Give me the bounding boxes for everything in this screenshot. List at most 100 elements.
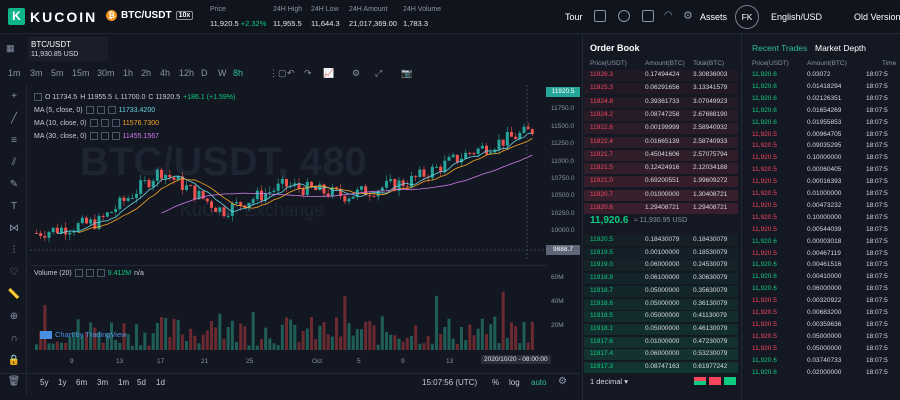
- fib-icon[interactable]: ⫶: [12, 245, 16, 256]
- range-1y[interactable]: 1y: [58, 378, 67, 387]
- tab-market-depth[interactable]: Market Depth: [815, 43, 867, 53]
- price-chart[interactable]: [30, 85, 550, 260]
- zoom-icon[interactable]: ⊕: [9, 311, 19, 322]
- kucoin-logo[interactable]: K KUCOIN: [8, 8, 97, 25]
- ask-price[interactable]: 11924.8: [590, 97, 614, 105]
- horizontal-line-icon[interactable]: ≡: [11, 135, 17, 146]
- ask-price[interactable]: 11921.5: [590, 164, 614, 172]
- message-icon[interactable]: [642, 10, 654, 22]
- bid-price[interactable]: 11919.5: [590, 248, 614, 256]
- pair-selector[interactable]: ₿ BTC/USDT 10x: [106, 10, 194, 21]
- bid-price[interactable]: 11917.4: [590, 350, 614, 358]
- range-1m[interactable]: 1m: [118, 378, 130, 387]
- ask-price[interactable]: 11925.3: [590, 84, 614, 92]
- volume-eye[interactable]: [74, 269, 83, 277]
- ask-price[interactable]: 11924.2: [590, 110, 614, 118]
- ma5-eye[interactable]: [85, 106, 94, 114]
- crosshair-icon[interactable]: +: [11, 91, 17, 102]
- percent-scale-toggle[interactable]: %: [492, 378, 500, 387]
- bid-price[interactable]: 11918.7: [590, 286, 614, 294]
- old-version-link[interactable]: Old Version: [854, 12, 900, 22]
- chart-settings-icon[interactable]: ⚙: [352, 68, 361, 78]
- range-3m[interactable]: 3m: [97, 378, 109, 387]
- ask-price[interactable]: 11921.7: [590, 150, 614, 158]
- bids-view-icon[interactable]: [724, 377, 736, 385]
- auto-scale-toggle[interactable]: auto: [531, 378, 547, 387]
- timeframe-12h[interactable]: 12h: [179, 68, 195, 78]
- timeframe-D[interactable]: D: [201, 68, 208, 78]
- undo-icon[interactable]: ↶: [287, 68, 295, 78]
- trash-icon[interactable]: 🗑: [7, 376, 21, 387]
- range-1d[interactable]: 1d: [156, 378, 165, 387]
- bid-price[interactable]: 11918.9: [590, 274, 614, 282]
- chart-type-icon[interactable]: 📈: [323, 68, 335, 78]
- screenshot-icon[interactable]: 📷: [401, 68, 413, 78]
- ask-price[interactable]: 11926.3: [590, 71, 614, 78]
- lock-icon[interactable]: 🔒: [7, 355, 21, 366]
- timeframe-8h[interactable]: 8h: [233, 68, 244, 78]
- bid-price[interactable]: 11917.3: [590, 363, 614, 370]
- timeframe-15m[interactable]: 15m: [72, 68, 90, 78]
- ask-price[interactable]: 11922.4: [590, 137, 614, 145]
- ma10-eye[interactable]: [89, 119, 98, 127]
- tour-link[interactable]: Tour: [565, 12, 583, 22]
- tab-recent-trades[interactable]: Recent Trades: [752, 43, 808, 53]
- bid-price[interactable]: 11920.5: [590, 236, 614, 243]
- timeframe-W[interactable]: W: [218, 68, 227, 78]
- redo-icon[interactable]: ↷: [304, 68, 312, 78]
- text-icon[interactable]: T: [10, 201, 18, 212]
- log-scale-toggle[interactable]: log: [509, 378, 520, 387]
- ma30-settings[interactable]: [100, 132, 109, 140]
- bid-price[interactable]: 11919.0: [590, 261, 614, 269]
- timeframe-4h[interactable]: 4h: [160, 68, 171, 78]
- ask-price[interactable]: 11920.6: [590, 204, 614, 211]
- bid-price[interactable]: 11918.5: [590, 312, 614, 320]
- bid-price[interactable]: 11918.1: [590, 324, 614, 332]
- indicator-icon[interactable]: ⋮▢: [269, 68, 287, 78]
- ma10-settings[interactable]: [100, 119, 109, 127]
- pattern-icon[interactable]: ⋈: [9, 223, 19, 234]
- channel-icon[interactable]: ⫽: [11, 157, 17, 168]
- timeframe-2h[interactable]: 2h: [141, 68, 152, 78]
- measure-icon[interactable]: 📏: [7, 289, 21, 300]
- layout-icon[interactable]: ▦: [6, 43, 15, 53]
- heart-icon[interactable]: ♡: [9, 267, 19, 278]
- volume-close[interactable]: [96, 269, 105, 277]
- both-view-icon[interactable]: [694, 377, 706, 385]
- ask-price[interactable]: 11920.7: [590, 190, 614, 198]
- asks-view-icon[interactable]: [709, 377, 721, 385]
- wallet-icon[interactable]: [594, 10, 606, 22]
- magnet-icon[interactable]: ∩: [10, 333, 18, 344]
- decimal-select[interactable]: 1 decimal ▾: [590, 377, 628, 386]
- volume-settings[interactable]: [85, 269, 94, 277]
- assets-link[interactable]: Assets: [700, 12, 728, 22]
- language-currency-link[interactable]: English/USD: [771, 12, 823, 22]
- range-6m[interactable]: 6m: [76, 378, 88, 387]
- tradingview-credit[interactable]: Chart by TradingView: [40, 330, 127, 339]
- smile-icon[interactable]: [618, 10, 630, 22]
- trendline-icon[interactable]: ╱: [10, 113, 18, 124]
- chart-gear-icon[interactable]: ⚙: [558, 376, 567, 387]
- ma30-close[interactable]: [111, 132, 120, 140]
- brush-icon[interactable]: ✎: [9, 179, 19, 190]
- avatar[interactable]: FK: [735, 5, 759, 29]
- bid-price[interactable]: 11918.6: [590, 299, 614, 307]
- timeframe-1m[interactable]: 1m: [8, 68, 21, 78]
- ask-price[interactable]: 11922.6: [590, 124, 614, 132]
- fullscreen-icon[interactable]: ⤢: [375, 68, 383, 78]
- ma30-eye[interactable]: [89, 132, 98, 140]
- ma10-close[interactable]: [111, 119, 120, 127]
- ask-price[interactable]: 11921.0: [590, 177, 614, 185]
- timeframe-5m[interactable]: 5m: [51, 68, 64, 78]
- ohlc-toggle[interactable]: [34, 93, 42, 101]
- leverage-badge[interactable]: 10x: [175, 11, 194, 20]
- collapse-icon[interactable]: ⌄: [8, 375, 18, 387]
- settings-icon[interactable]: ⚙: [683, 10, 693, 22]
- ma5-close[interactable]: [107, 106, 116, 114]
- range-5d[interactable]: 5d: [137, 378, 146, 387]
- timeframe-1h[interactable]: 1h: [123, 68, 134, 78]
- ma5-settings[interactable]: [96, 106, 105, 114]
- timeframe-3m[interactable]: 3m: [30, 68, 43, 78]
- timeframe-30m[interactable]: 30m: [97, 68, 115, 78]
- range-5y[interactable]: 5y: [40, 378, 49, 387]
